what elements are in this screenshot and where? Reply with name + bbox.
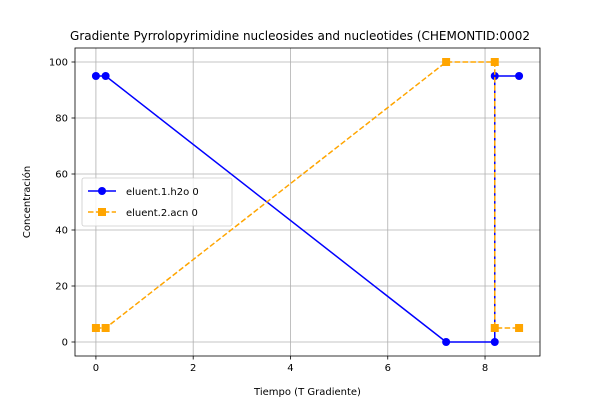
- data-point: [490, 338, 499, 346]
- data-point: [490, 72, 499, 80]
- x-tick-label: 0: [93, 363, 99, 374]
- x-tick-label: 2: [190, 363, 196, 374]
- legend-label: eluent.1.h2o 0: [126, 187, 199, 198]
- legend-box: [81, 177, 233, 227]
- y-tick-label: 100: [49, 58, 68, 69]
- data-point: [442, 338, 451, 346]
- x-tick-label: 4: [287, 363, 293, 374]
- data-point: [101, 324, 110, 332]
- x-tick-label: 8: [482, 363, 488, 374]
- grid: [75, 48, 540, 356]
- y-tick-label: 80: [55, 114, 68, 125]
- legend-marker: [98, 187, 106, 195]
- y-tick-label: 40: [55, 226, 68, 237]
- plot-frame: [74, 47, 541, 357]
- data-point: [442, 58, 451, 66]
- chart-title: Gradiente Pyrrolopyrimidine nucleosides …: [70, 29, 530, 43]
- y-axis-label: Concentración: [21, 166, 33, 238]
- y-tick-label: 20: [55, 282, 68, 293]
- y-tick-label: 0: [62, 338, 68, 349]
- data-point: [515, 324, 524, 332]
- series-1: [91, 72, 524, 346]
- series-2: [91, 58, 524, 332]
- data-point: [515, 72, 524, 80]
- x-axis: 0 2 4 6 8: [93, 356, 488, 374]
- data-point: [490, 324, 499, 332]
- data-point: [101, 72, 110, 80]
- data-point: [490, 58, 499, 66]
- legend-label: eluent.2.acn 0: [126, 208, 198, 219]
- legend: eluent.1.h2o 0 eluent.2.acn 0: [81, 177, 233, 227]
- legend-marker: [98, 208, 106, 216]
- data-point: [91, 324, 100, 332]
- legend-item: eluent.1.h2o 0: [88, 187, 199, 198]
- legend-item: eluent.2.acn 0: [88, 208, 198, 219]
- x-axis-label: Tiempo (T Gradiente): [253, 387, 361, 398]
- x-tick-label: 6: [385, 363, 391, 374]
- y-axis: 0 20 40 60 80 100: [49, 58, 75, 349]
- series-layer: [91, 58, 524, 346]
- data-point: [91, 72, 100, 80]
- y-tick-label: 60: [55, 170, 68, 181]
